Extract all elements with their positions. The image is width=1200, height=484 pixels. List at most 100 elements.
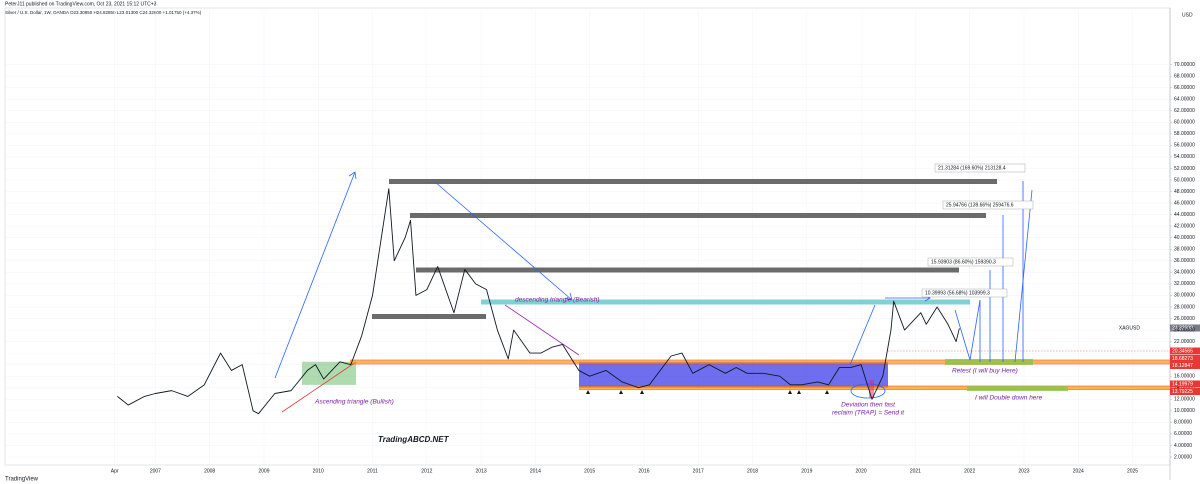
trend-line [504, 304, 580, 356]
y-tick-label: 6.00000 [1174, 431, 1192, 437]
price-line [117, 188, 960, 415]
resistance-zone [410, 213, 986, 218]
y-tick-label: 66.00000 [1174, 85, 1195, 91]
y-tick-label: 56.00000 [1174, 143, 1195, 149]
marker [797, 390, 801, 394]
deviation-circle [850, 383, 886, 399]
arrow [434, 181, 573, 301]
y-tick-label: 30.00000 [1174, 293, 1195, 299]
marker [619, 390, 623, 394]
price-tag [1170, 355, 1200, 362]
target-label: 10.39993 (56.68%) 103999.3 [925, 290, 990, 296]
resistance-zone [372, 314, 486, 319]
key-level [579, 386, 1170, 390]
price-tag [1170, 388, 1200, 395]
x-tick-label: 2014 [530, 468, 541, 474]
x-tick-label: 2025 [1127, 468, 1138, 474]
x-tick-label: 2017 [693, 468, 704, 474]
price-tag [1170, 380, 1200, 388]
axis-unit: USD [1182, 12, 1193, 18]
resistance-zone [389, 179, 997, 184]
annotation-layer: Ascending triangle (Bullish) descending … [274, 163, 1170, 444]
chart-subtitle: Silver / U.S. Dollar, 1W, OANDA O23.3085… [5, 10, 202, 15]
y-tick-label: 26.00000 [1174, 316, 1195, 322]
y-tick-label: 38.00000 [1174, 247, 1195, 253]
arrow-head [564, 292, 573, 301]
x-tick-label: Apr [111, 468, 119, 474]
x-tick-label: 2008 [204, 468, 215, 474]
y-tick-label: 64.00000 [1174, 97, 1195, 103]
target-label: 21.31284 (169.60%) 213128.4 [938, 165, 1006, 171]
key-level [350, 360, 1170, 364]
price-tag-label: 14.19979 [1172, 381, 1193, 387]
x-tick-label: 2011 [367, 468, 378, 474]
target-box [934, 163, 1026, 173]
y-tick-label: 8.00000 [1174, 420, 1192, 426]
x-tick-label: 2016 [638, 468, 649, 474]
price-tag-label: 24.32600 [1172, 325, 1193, 331]
arrows [274, 171, 1033, 379]
x-tick-label: 2009 [258, 468, 269, 474]
x-tick-label: 2023 [1018, 468, 1029, 474]
y-tick-label: 16.00000 [1174, 374, 1195, 380]
y-tick-label: 50.00000 [1174, 177, 1195, 183]
y-tick-label: 54.00000 [1174, 154, 1195, 160]
y-tick-label: 58.00000 [1174, 131, 1195, 137]
marker [586, 390, 590, 394]
price-tag-label: 18.68273 [1172, 356, 1193, 362]
target-box [927, 257, 1014, 267]
x-tick-label: 2024 [1073, 468, 1084, 474]
y-tick-label: 12.00000 [1174, 397, 1195, 403]
annotation: I will Double down here [975, 395, 1043, 402]
annotation: descending triangle (Bearish) [515, 297, 600, 304]
chart-title: PeterJ11 published on TradingView.com, O… [5, 1, 157, 7]
price-tag-label: 18.12847 [1172, 363, 1193, 369]
y-tick-label: 62.00000 [1174, 108, 1195, 114]
x-tick-label: 2010 [313, 468, 324, 474]
y-tick-label: 40.00000 [1174, 235, 1195, 241]
price-tag [1170, 362, 1200, 369]
x-tick-label: 2021 [910, 468, 921, 474]
y-tick-label: 60.00000 [1174, 120, 1195, 126]
price-tag [1170, 347, 1200, 355]
marker [788, 390, 792, 394]
price-tag-label: 20.34565 [1172, 348, 1193, 354]
arrow-head [348, 171, 357, 180]
y-tick-label: 52.00000 [1174, 166, 1195, 172]
bottom-arrows [586, 390, 829, 394]
arrow [849, 304, 876, 366]
target-label: 15.93903 (86.60%) 159390.3 [931, 259, 996, 265]
buy-zone [945, 359, 1033, 365]
y-tick-label: 24.00000 [1174, 327, 1195, 333]
arrow [1014, 189, 1033, 363]
x-tick-label: 2019 [801, 468, 812, 474]
y-tick-label: 36.00000 [1174, 258, 1195, 264]
arrow [274, 171, 356, 379]
deviation-zone [869, 380, 874, 398]
x-tick-label: 2012 [421, 468, 432, 474]
y-tick-label: 4.00000 [1174, 443, 1192, 449]
path-arrow [954, 299, 981, 361]
x-tick-label: 2007 [150, 468, 161, 474]
target-box [921, 288, 1008, 298]
annotation: Retest (I will buy Here) [952, 368, 1018, 375]
x-tick-label: 2020 [856, 468, 867, 474]
buy-zone [967, 386, 1068, 391]
y-tick-label: 48.00000 [1174, 189, 1195, 195]
annotation: reclaim (TRAP) = Send it [832, 410, 905, 417]
marker [825, 390, 829, 394]
support-zone [481, 299, 970, 305]
price-tag [1170, 324, 1200, 332]
x-tick-label: 2015 [584, 468, 595, 474]
y-tick-label: 22.00000 [1174, 339, 1195, 345]
y-tick-label: 42.00000 [1174, 223, 1195, 229]
y-tick-label: 44.00000 [1174, 212, 1195, 218]
brand: TradingABCD.NET [378, 435, 450, 444]
symbol-label: XAGUSD [1119, 325, 1141, 331]
annotation: Deviation then fast [841, 402, 896, 409]
y-tick-label: 2.00000 [1174, 454, 1192, 460]
target-label: 25.94766 (139.66%) 259476.6 [946, 202, 1014, 208]
target-box [942, 200, 1034, 210]
price-tag-label: 13.79225 [1172, 389, 1193, 395]
